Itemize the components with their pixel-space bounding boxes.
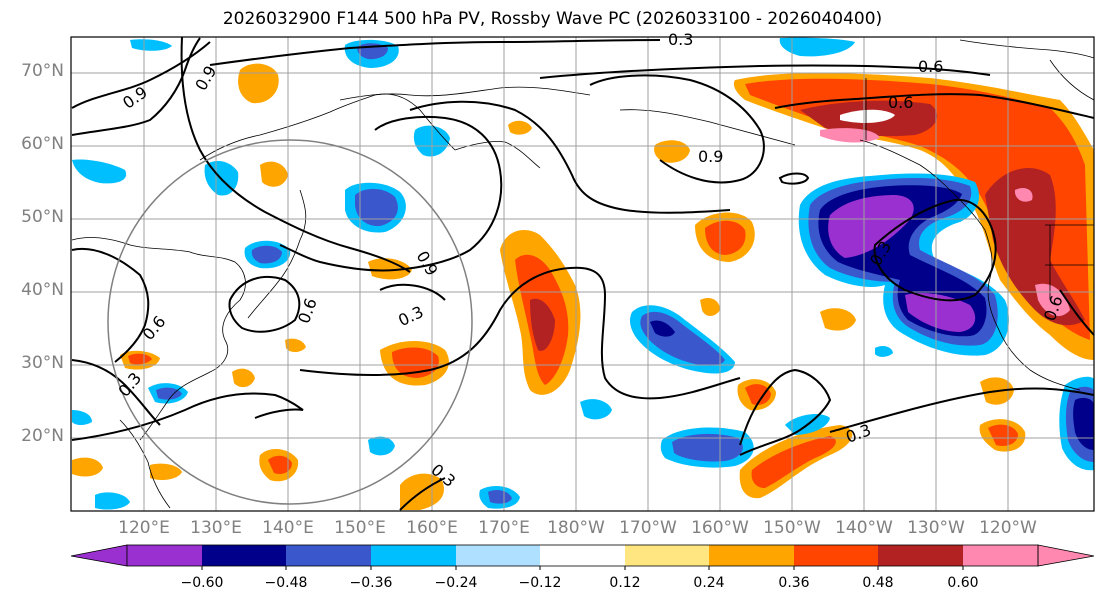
- lon-label: 170°W: [619, 518, 677, 538]
- contour-0-6-west-coast: [1059, 289, 1094, 336]
- colorbar-segment: [625, 545, 709, 566]
- colorbar-segment: [127, 545, 202, 566]
- lon-label: 140°E: [262, 518, 314, 538]
- colorbar-segment: [709, 545, 794, 566]
- colorbar-tick-label: −0.24: [434, 575, 478, 591]
- colorbar-tick-label: 0.60: [947, 575, 979, 591]
- contour-0-6-kuril: [279, 115, 503, 272]
- colorbar-frame: [126, 544, 1039, 567]
- lon-label: 180°W: [547, 518, 605, 538]
- contour-0-6-north: [209, 39, 661, 66]
- contour-0-3-subtropic-east: [829, 387, 1094, 433]
- lon-label: 130°W: [907, 518, 965, 538]
- lon-label: 160°W: [691, 518, 749, 538]
- map-frame: [70, 36, 1095, 512]
- colorbar-tick-label: 0.36: [778, 575, 810, 591]
- coastlines: [71, 39, 1094, 509]
- colorbar-segment: [963, 545, 1038, 566]
- contour-0-3-west: [71, 37, 201, 136]
- colorbar-tick-label: 0.12: [609, 575, 641, 591]
- colorbar-tick-label: −0.36: [349, 575, 393, 591]
- contour-label: 0.3: [668, 30, 693, 49]
- lat-label: 60°N: [21, 134, 64, 154]
- lon-label: 140°W: [835, 518, 893, 538]
- lat-label: 30°N: [21, 353, 64, 373]
- gridlines: [71, 37, 1094, 511]
- contour-0-9-nepac: [409, 100, 731, 214]
- contour-0-3-east: [379, 283, 446, 301]
- colorbar-high-extend: [1037, 544, 1095, 567]
- contour-0-3-japan: [71, 359, 161, 426]
- lon-label: 150°W: [763, 518, 821, 538]
- colorbar: [70, 544, 1095, 570]
- colorbar-tick-label: −0.12: [518, 575, 562, 591]
- colorbar-segment: [878, 545, 963, 566]
- colorbar-tick-label: 0.48: [862, 575, 894, 591]
- lon-label: 160°E: [406, 518, 458, 538]
- lat-label: 40°N: [21, 280, 64, 300]
- colorbar-tick-label: −0.48: [264, 575, 308, 591]
- lat-label: 20°N: [21, 426, 64, 446]
- colorbar-low-extend: [70, 544, 128, 567]
- contour-label: 0.6: [918, 57, 943, 76]
- lon-label: 120°E: [118, 518, 170, 538]
- pv-contours: [71, 37, 1094, 511]
- colorbar-tick-label: −0.60: [180, 575, 224, 591]
- contour-0-6-alaska: [539, 64, 991, 79]
- colorbar-segment: [371, 545, 456, 566]
- lon-label: 150°E: [334, 518, 386, 538]
- contour-0-9-west: [71, 41, 211, 109]
- colorbar-segment: [202, 545, 286, 566]
- lon-label: 120°W: [979, 518, 1037, 538]
- contour-0-3-gulf-low: [873, 198, 997, 302]
- lon-label: 130°E: [190, 518, 242, 538]
- highlight-circle: [107, 139, 473, 505]
- lat-label: 50°N: [21, 207, 64, 227]
- contour-0-9-main: [180, 37, 411, 273]
- colorbar-ticks: [201, 566, 964, 570]
- contour-0-3-south: [399, 477, 446, 511]
- lat-label: 70°N: [21, 61, 64, 81]
- colorbar-segment: [456, 545, 540, 566]
- colorbar-segment: [286, 545, 371, 566]
- colorbar-tick-label: 0.24: [693, 575, 725, 591]
- contour-label: 0.9: [698, 147, 723, 166]
- contour-0-3-wave: [299, 266, 741, 400]
- chart-title: 2026032900 F144 500 hPa PV, Rossby Wave …: [222, 9, 883, 29]
- contour-label: 0.6: [888, 93, 913, 112]
- lon-label: 170°E: [478, 518, 530, 538]
- colorbar-segment: [540, 545, 625, 566]
- contour-0-3-subtropic: [739, 368, 832, 456]
- contour-0-6-japan: [71, 247, 150, 363]
- contour-0-6-gulf: [774, 93, 1094, 119]
- contour-0-3-low: [228, 275, 301, 333]
- colorbar-segment: [794, 545, 878, 566]
- contour-0-9-alaska-arc: [589, 74, 765, 184]
